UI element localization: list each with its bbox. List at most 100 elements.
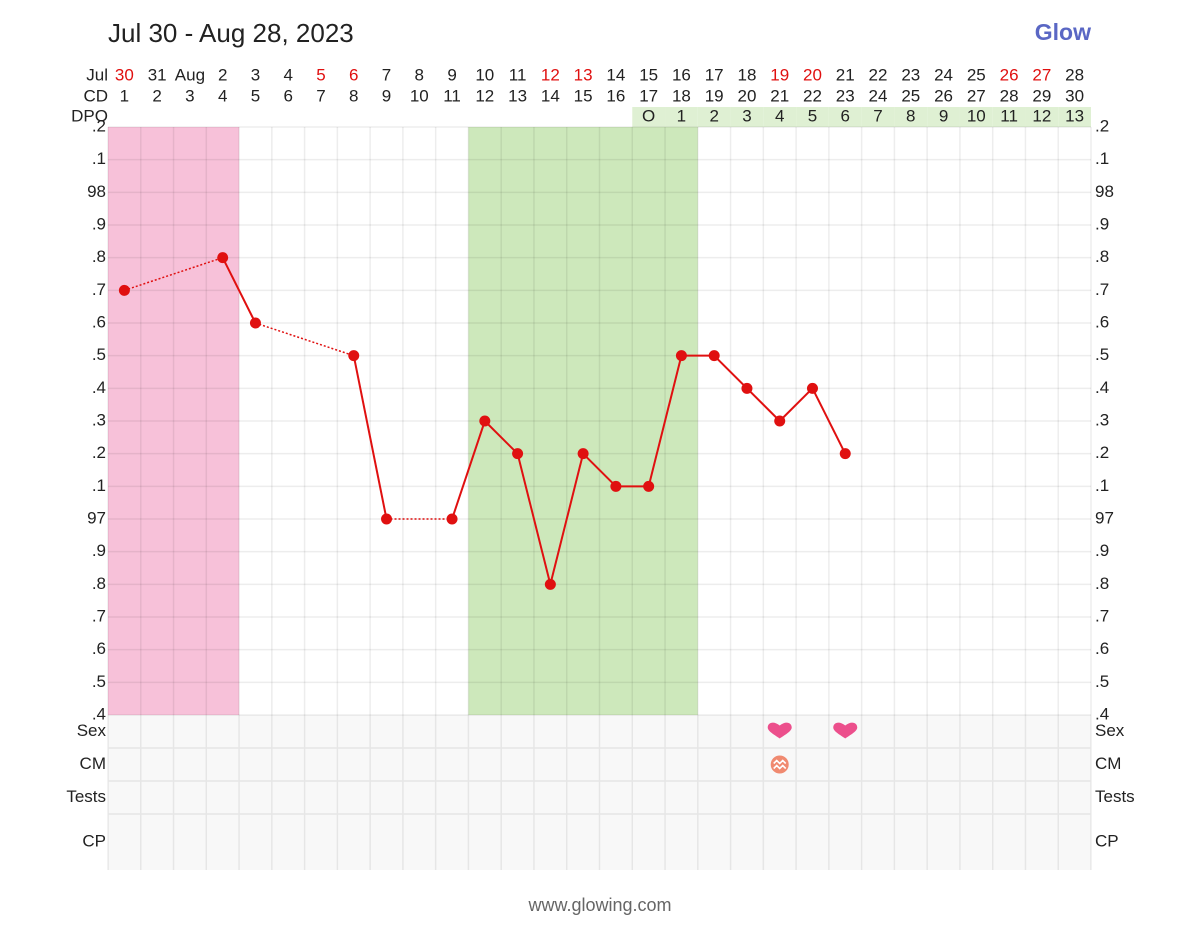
cycle-day: 7 [316, 86, 325, 105]
dpo-cell [697, 107, 731, 127]
date-label: 11 [509, 65, 527, 84]
temperature-segment [811, 387, 847, 455]
date-label: 16 [672, 65, 691, 84]
date-label: 18 [737, 65, 756, 84]
cycle-day: 8 [349, 86, 358, 105]
date-label: 2 [218, 65, 227, 84]
date-label: 26 [1000, 65, 1019, 84]
y-tick-label-right: .6 [1095, 639, 1109, 658]
cycle-day: 15 [574, 86, 593, 105]
date-label: 22 [869, 65, 888, 84]
temperature-point [741, 382, 753, 394]
sex-heart [767, 722, 792, 739]
period-band [108, 127, 240, 715]
temperature-point [446, 513, 458, 525]
cd-label: CD [83, 86, 108, 105]
y-tick-label-right: .2 [1095, 116, 1109, 135]
y-tick-label-right: .1 [1095, 149, 1109, 168]
date-label: 27 [1032, 65, 1051, 84]
y-tick-label: .9 [92, 541, 106, 560]
date-label: 31 [148, 65, 167, 84]
cycle-day: 10 [410, 86, 429, 105]
temperature-point [610, 480, 622, 492]
temperature-segment [484, 420, 519, 455]
temperature-segment [779, 387, 814, 422]
y-tick-label-right: .8 [1095, 574, 1109, 593]
y-tick-label: .7 [92, 606, 106, 625]
row-label-right: Tests [1095, 787, 1135, 806]
date-label: 6 [349, 65, 358, 84]
dpo-cell [730, 107, 764, 127]
temperature-segment [451, 420, 486, 520]
y-tick-label-right: .4 [1095, 704, 1109, 723]
dpo-label: O [642, 106, 655, 125]
rows-background [108, 715, 1091, 870]
dpo-label: 4 [775, 106, 784, 125]
row-label: Tests [66, 787, 106, 806]
y-tick-label-right: .7 [1095, 606, 1109, 625]
temperature-point [643, 480, 655, 492]
date-label: 28 [1065, 65, 1084, 84]
dpo-label: 12 [1032, 106, 1051, 125]
temperature-point [577, 448, 589, 460]
date-label: 10 [475, 65, 494, 84]
cycle-day: 6 [283, 86, 292, 105]
temperature-segment [516, 453, 552, 585]
dpo-label: 1 [677, 106, 686, 125]
y-tick-label: .1 [92, 476, 106, 495]
dpo-label: 5 [808, 106, 817, 125]
date-label: Aug [175, 65, 205, 84]
cycle-day: 4 [218, 86, 227, 105]
date-label: 23 [901, 65, 920, 84]
y-tick-label: 97 [87, 508, 106, 527]
temperature-segment [255, 322, 354, 357]
date-label: 15 [639, 65, 658, 84]
date-label: 9 [447, 65, 456, 84]
y-tick-label: .3 [92, 410, 106, 429]
y-tick-label-right: 97 [1095, 508, 1114, 527]
y-tick-label-right: .9 [1095, 541, 1109, 560]
temperature-segment [647, 355, 683, 487]
dpo-label: 8 [906, 106, 915, 125]
date-label: 3 [251, 65, 260, 84]
y-tick-label: .4 [92, 704, 106, 723]
month-label: Jul [86, 65, 108, 84]
y-tick-label: .4 [92, 378, 106, 397]
dpo-cell [1025, 107, 1059, 127]
temperature-point [675, 350, 687, 362]
temperature-point [774, 415, 786, 427]
y-tick-label: .6 [92, 312, 106, 331]
cycle-day: 9 [382, 86, 391, 105]
y-tick-label-right: .6 [1095, 312, 1109, 331]
y-tick-label-right: .5 [1095, 672, 1109, 691]
date-label: 14 [606, 65, 625, 84]
cycle-day: 2 [152, 86, 161, 105]
date-label: 5 [316, 65, 325, 84]
date-label: 8 [415, 65, 424, 84]
y-tick-label-right: .2 [1095, 443, 1109, 462]
logo: Glow [1035, 19, 1091, 45]
row-label: CP [82, 831, 106, 850]
y-tick-label-right: 98 [1095, 182, 1114, 201]
cycle-day: 29 [1032, 86, 1051, 105]
temperature-point [708, 350, 720, 362]
y-tick-label-right: .4 [1095, 378, 1109, 397]
dpo-label: 2 [709, 106, 718, 125]
cycle-day: 23 [836, 86, 855, 105]
y-tick-label: 98 [87, 182, 106, 201]
date-label: 20 [803, 65, 822, 84]
date-label: 7 [382, 65, 391, 84]
y-tick-label: .1 [92, 149, 106, 168]
dpo-label: DPO [71, 106, 108, 125]
fertile-band [468, 127, 698, 715]
y-tick-label: .7 [92, 280, 106, 299]
cycle-day: 19 [705, 86, 724, 105]
y-tick-label-right: .8 [1095, 247, 1109, 266]
dpo-cell [927, 107, 960, 127]
dpo-label: 10 [967, 106, 986, 125]
temperature-segment [713, 354, 748, 390]
date-label: 30 [115, 65, 134, 84]
cycle-day: 20 [737, 86, 756, 105]
y-tick-label-right: .1 [1095, 476, 1109, 495]
